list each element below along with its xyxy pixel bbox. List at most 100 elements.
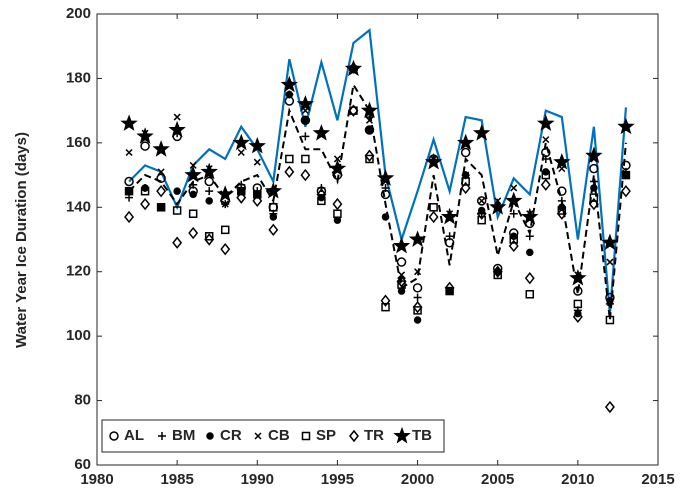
y-tick-label: 180 [66, 69, 91, 86]
y-tick-label: 80 [74, 392, 91, 409]
marker [509, 235, 518, 244]
marker [184, 165, 202, 183]
marker [205, 197, 213, 205]
marker [216, 185, 234, 202]
marker [476, 207, 487, 220]
marker [189, 190, 197, 199]
marker [557, 206, 567, 215]
x-tick-label: 2015 [641, 471, 674, 488]
y-tick-label: 100 [66, 327, 91, 344]
marker [396, 275, 407, 288]
marker [333, 155, 341, 163]
marker [125, 187, 133, 195]
marker [525, 290, 535, 299]
marker [285, 90, 294, 99]
marker [301, 431, 311, 441]
marker [333, 216, 342, 224]
marker [477, 215, 486, 225]
marker [622, 171, 630, 179]
marker [408, 230, 427, 247]
legend-label: TB [412, 427, 432, 444]
marker [252, 194, 263, 208]
x-tick-label: 2000 [401, 471, 434, 488]
marker [621, 170, 631, 180]
marker [204, 233, 215, 246]
marker [168, 120, 186, 138]
marker [344, 59, 363, 77]
marker [364, 149, 375, 162]
marker [280, 75, 299, 93]
marker [478, 197, 486, 205]
marker [332, 197, 343, 211]
marker [541, 154, 550, 163]
marker [205, 187, 214, 196]
marker [188, 226, 199, 240]
marker [125, 148, 133, 157]
marker [269, 203, 278, 212]
x-tick-label: 2010 [561, 471, 594, 488]
marker [253, 190, 262, 199]
marker [232, 133, 250, 151]
marker [172, 206, 182, 215]
marker [120, 114, 138, 131]
marker [509, 209, 518, 218]
marker [617, 117, 635, 135]
marker [444, 281, 455, 295]
marker [492, 265, 503, 278]
marker [589, 177, 598, 186]
marker [606, 258, 614, 266]
marker [254, 432, 262, 440]
marker [189, 180, 198, 189]
marker [413, 316, 422, 324]
marker [398, 271, 406, 279]
marker [172, 236, 183, 249]
marker [462, 171, 470, 179]
marker [604, 400, 615, 414]
marker [505, 191, 523, 209]
marker [525, 232, 534, 241]
marker [156, 173, 166, 184]
marker [556, 207, 567, 220]
marker [620, 184, 631, 198]
marker [510, 184, 518, 192]
marker [360, 101, 379, 119]
marker [220, 225, 230, 235]
marker [412, 300, 423, 314]
marker [296, 95, 315, 112]
legend-label: BM [172, 427, 195, 444]
marker [585, 146, 603, 164]
marker [269, 213, 278, 221]
marker [413, 306, 422, 315]
marker [158, 432, 166, 440]
marker [572, 310, 583, 324]
marker [300, 115, 311, 126]
marker [461, 177, 470, 186]
marker [460, 147, 471, 158]
marker [152, 140, 170, 157]
marker [557, 186, 567, 196]
marker [365, 126, 374, 134]
y-tick-label: 160 [66, 134, 91, 151]
marker [365, 154, 374, 164]
x-tick-label: 2005 [481, 471, 514, 488]
marker [156, 203, 166, 212]
marker [189, 161, 197, 169]
marker [328, 159, 347, 177]
marker [284, 165, 295, 179]
marker [428, 210, 439, 224]
marker [524, 271, 535, 285]
marker [301, 132, 310, 141]
marker [312, 124, 331, 141]
marker [365, 116, 374, 124]
marker [460, 181, 471, 195]
x-tick-label: 1990 [241, 471, 274, 488]
marker [204, 232, 214, 241]
marker [413, 293, 422, 302]
marker [188, 209, 198, 218]
marker [301, 154, 310, 164]
marker [237, 148, 245, 157]
marker [381, 302, 390, 312]
trend-line [128, 82, 627, 321]
legend-label: CB [268, 427, 290, 444]
